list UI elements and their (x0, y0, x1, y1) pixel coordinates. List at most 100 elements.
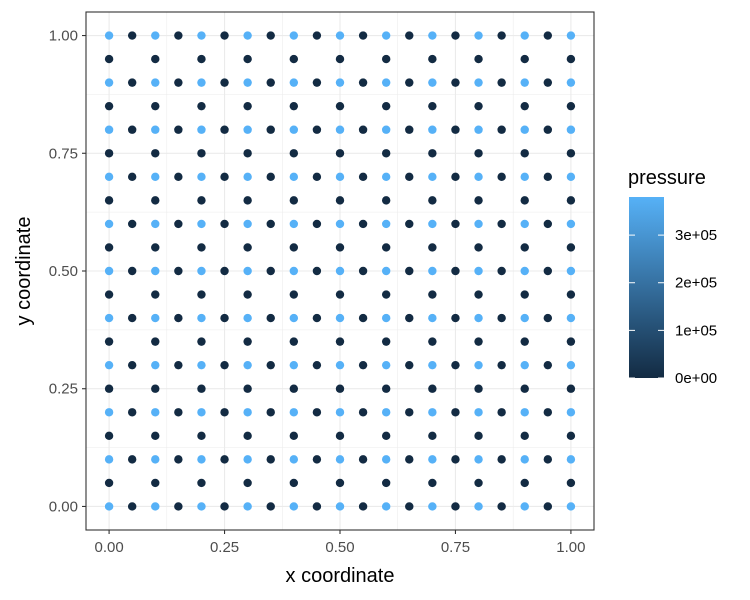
x-tick-label: 0.50 (325, 539, 354, 556)
data-point (520, 219, 529, 229)
data-point (197, 408, 206, 417)
data-point (151, 172, 160, 182)
data-point (381, 455, 391, 464)
data-point (335, 125, 345, 134)
data-point (543, 313, 553, 323)
data-point (243, 31, 252, 40)
data-point (474, 219, 483, 229)
data-point (381, 431, 391, 441)
data-point (151, 266, 160, 276)
data-point (104, 502, 114, 511)
data-point (474, 266, 483, 276)
data-point (381, 78, 391, 87)
data-point (520, 31, 529, 40)
data-point (197, 172, 206, 182)
data-point (358, 31, 368, 40)
data-point (566, 219, 576, 229)
data-point (358, 408, 368, 417)
data-point (220, 408, 229, 417)
data-point (428, 337, 437, 346)
data-point (428, 478, 437, 488)
data-point (474, 478, 483, 488)
data-point (566, 313, 576, 323)
data-point (543, 31, 553, 40)
data-point (358, 125, 368, 134)
data-point (381, 408, 391, 417)
data-point (197, 196, 206, 205)
data-point (428, 290, 437, 299)
data-point (104, 360, 114, 370)
data-point (566, 125, 576, 134)
data-point (266, 125, 275, 134)
data-point (289, 149, 299, 158)
x-tick-label: 0.00 (94, 539, 123, 556)
data-point (520, 196, 529, 205)
data-point (566, 431, 576, 441)
data-point (104, 243, 114, 252)
data-point (474, 54, 483, 64)
data-point (104, 78, 114, 87)
data-point (289, 219, 299, 229)
data-point (266, 78, 275, 87)
data-point (151, 478, 160, 488)
data-point (520, 384, 529, 393)
data-point (381, 172, 391, 182)
data-point (220, 219, 229, 229)
data-point (243, 431, 252, 441)
data-point (266, 408, 275, 417)
data-point (174, 360, 183, 370)
data-point (243, 478, 252, 488)
data-point (335, 219, 345, 229)
data-point (566, 243, 576, 252)
data-point (289, 196, 299, 205)
data-point (520, 478, 529, 488)
data-point (405, 266, 414, 276)
data-point (428, 101, 437, 111)
data-point (197, 455, 206, 464)
data-point (474, 360, 483, 370)
data-point (243, 408, 252, 417)
data-point (381, 360, 391, 370)
data-point (566, 360, 576, 370)
data-point (335, 360, 345, 370)
data-point (289, 337, 299, 346)
data-point (358, 219, 368, 229)
data-point (220, 313, 229, 323)
data-point (104, 337, 114, 346)
data-point (104, 478, 114, 488)
data-point (151, 54, 160, 64)
data-point (312, 360, 322, 370)
data-point (451, 172, 460, 182)
data-point (289, 290, 299, 299)
data-point (566, 337, 576, 346)
data-point (151, 101, 160, 111)
data-point (520, 360, 529, 370)
data-point (543, 219, 553, 229)
data-point (474, 502, 483, 511)
data-point (335, 78, 345, 87)
data-point (151, 219, 160, 229)
data-point (243, 149, 252, 158)
data-point (474, 290, 483, 299)
data-point (127, 31, 137, 40)
data-point (289, 408, 299, 417)
data-point (266, 172, 275, 182)
y-axis-title: y coordinate (13, 217, 35, 326)
data-point (104, 125, 114, 134)
data-point (474, 431, 483, 441)
data-point (197, 502, 206, 511)
data-point (243, 266, 252, 276)
data-point (381, 101, 391, 111)
y-tick-label: 0.25 (49, 381, 78, 398)
data-point (243, 196, 252, 205)
data-point (151, 78, 160, 87)
y-tick-label: 1.00 (49, 28, 78, 45)
data-point (566, 149, 576, 158)
data-point (335, 408, 345, 417)
data-point (289, 266, 299, 276)
data-point (220, 78, 229, 87)
data-point (566, 31, 576, 40)
data-point (428, 384, 437, 393)
data-point (104, 172, 114, 182)
data-point (474, 78, 483, 87)
